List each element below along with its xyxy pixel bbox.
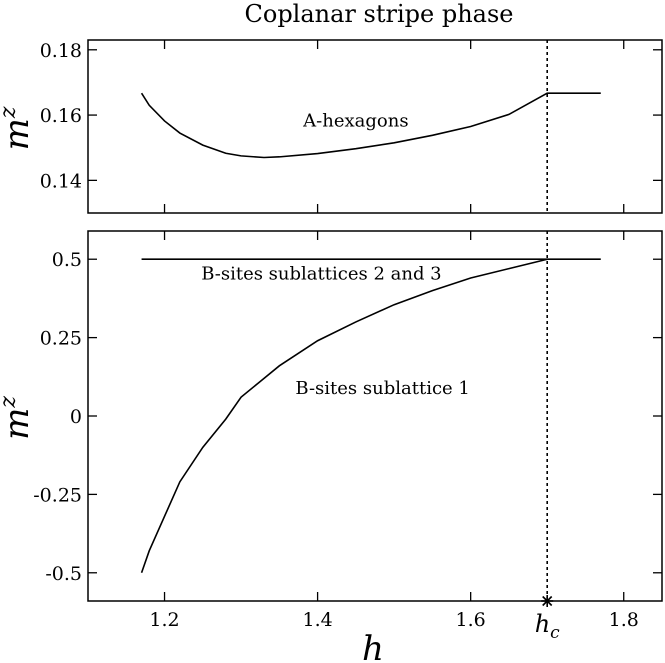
chart-title: Coplanar stripe phase <box>245 0 514 28</box>
series-line-1 <box>140 258 548 574</box>
y-tick-label: 0 <box>70 406 82 428</box>
annotation-label: B-sites sublattice 1 <box>295 378 469 399</box>
y-tick-label: 0.16 <box>40 105 82 127</box>
annotation-label: B-sites sublattices 2 and 3 <box>201 264 441 285</box>
x-tick-label: 1.4 <box>302 609 332 631</box>
x-tick-label: 1.2 <box>149 609 179 631</box>
x-tick-label: 1.6 <box>456 609 486 631</box>
y-tick-label: -0.5 <box>45 563 82 585</box>
x-axis-label: h <box>362 629 384 663</box>
bottom-panel: 0.5 0.25 0 -0.25 -0.5 1.2 1.4 1.6 1.8 B-sites sub… <box>0 230 663 663</box>
plot-frame <box>87 39 663 214</box>
marker-stroke <box>542 595 553 607</box>
y-axis-label: mz <box>0 106 37 150</box>
annotation-label: A-hexagons <box>302 111 408 132</box>
x-tick-label: 1.8 <box>609 609 639 631</box>
y-tick-label: 0.25 <box>40 328 82 350</box>
y-tick-label: 0.14 <box>40 170 82 192</box>
series-line-0 <box>140 92 601 159</box>
top-panel: 0.14 0.16 0.18 A-hexagons mz <box>0 39 663 214</box>
y-axis-label: mz <box>0 396 37 440</box>
y-tick-label: -0.25 <box>33 484 82 506</box>
plot-frame <box>87 230 663 602</box>
critical-field-marker <box>541 595 554 607</box>
y-tick-label: 0.18 <box>40 40 82 62</box>
y-tick-label: 0.5 <box>52 249 82 271</box>
critical-field-label: hc <box>535 610 560 643</box>
